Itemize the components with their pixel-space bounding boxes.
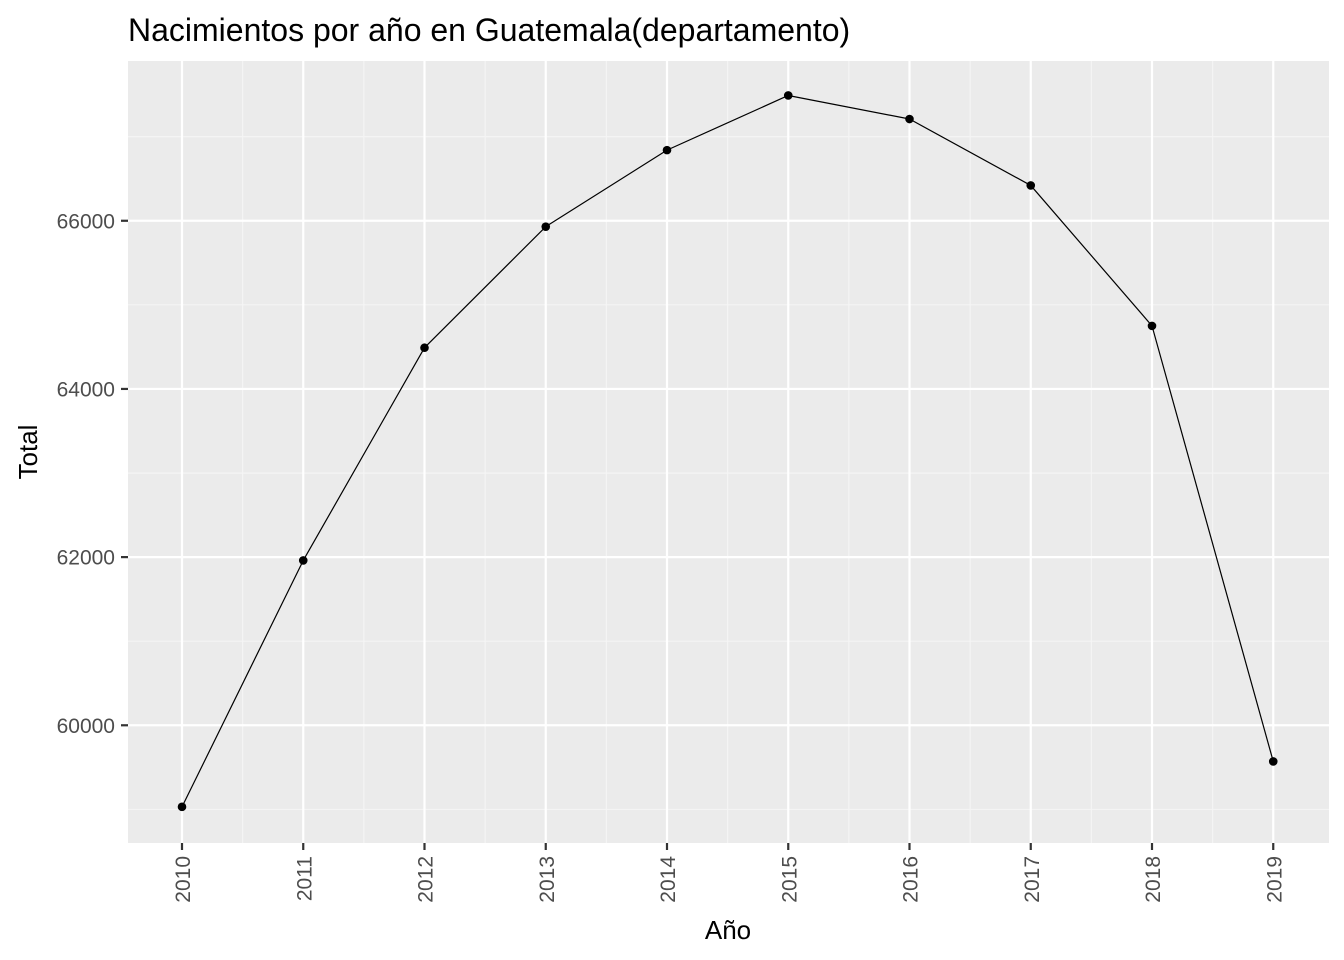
major-gridlines — [128, 61, 1329, 843]
data-series-points — [177, 91, 1278, 812]
y-tick-label: 60000 — [57, 715, 115, 738]
data-point-2019 — [1268, 757, 1278, 766]
data-point-2013 — [541, 222, 551, 231]
data-series-line — [181, 94, 1274, 808]
data-point-2012 — [420, 343, 429, 353]
data-point-2010 — [177, 802, 187, 812]
y-axis: 60000 62000 64000 66000 — [57, 210, 128, 738]
x-axis: 2010 2011 2012 2013 2014 2015 2016 2017 2018 2019 — [172, 843, 1286, 903]
x-tick-label: 2019 — [1263, 856, 1286, 903]
y-axis-title: Total — [13, 425, 43, 480]
x-tick-label: 2016 — [900, 856, 923, 903]
x-tick-label: 2017 — [1021, 856, 1044, 903]
y-tick-label: 64000 — [57, 378, 115, 401]
data-point-2015 — [783, 91, 793, 100]
data-point-2017 — [1026, 181, 1036, 190]
data-point-2014 — [662, 145, 672, 155]
y-tick-label: 62000 — [57, 547, 115, 570]
y-tick-label: 66000 — [57, 210, 115, 233]
x-tick-label: 2010 — [172, 856, 195, 903]
chart-title: Nacimientos por año en Guatemala(departa… — [128, 12, 850, 48]
x-tick-label: 2012 — [415, 856, 438, 903]
x-axis-title: Año — [705, 915, 751, 945]
x-tick-label: 2011 — [293, 856, 316, 901]
plot-panel — [128, 61, 1329, 843]
data-point-2016 — [905, 114, 914, 124]
series-line-0 — [181, 94, 1274, 808]
x-tick-label: 2013 — [536, 856, 559, 903]
minor-gridlines — [128, 61, 1329, 843]
x-tick-label: 2018 — [1142, 856, 1165, 903]
x-tick-label: 2014 — [657, 856, 680, 903]
data-point-2018 — [1147, 321, 1157, 331]
data-point-2011 — [298, 556, 308, 565]
x-tick-label: 2015 — [778, 856, 801, 903]
